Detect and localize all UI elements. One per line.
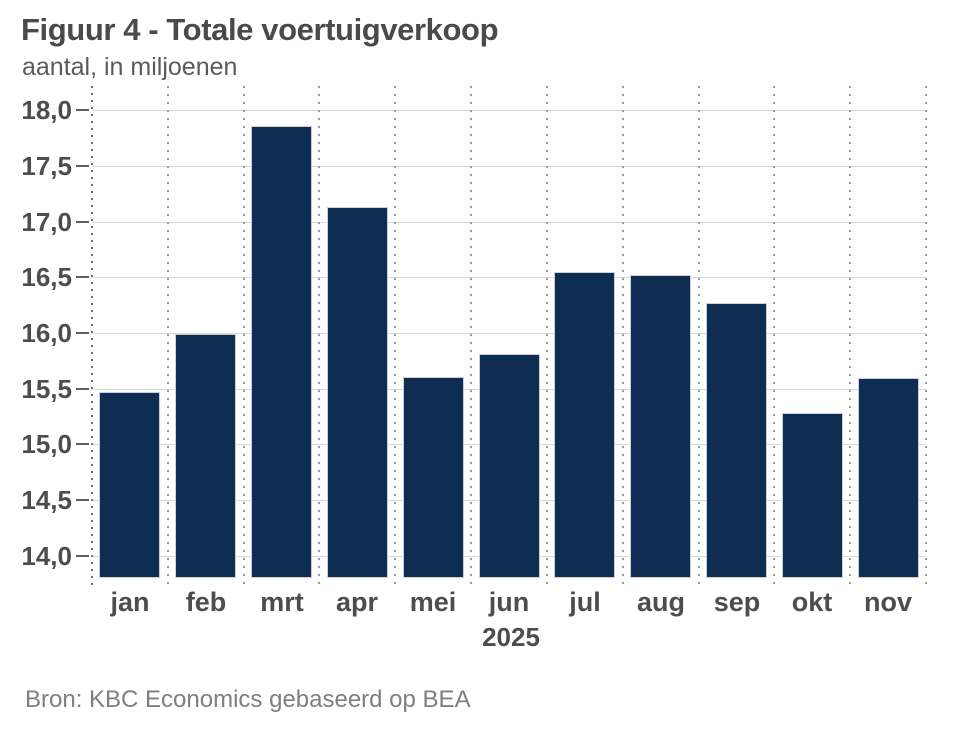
y-gridline (92, 277, 926, 278)
y-axis-tick (76, 165, 89, 167)
category-separator-line (773, 86, 775, 585)
chart-subtitle: aantal, in miljoenen (22, 53, 238, 81)
category-separator-line (394, 86, 396, 585)
y-axis-tick-label: 15,0 (21, 429, 72, 459)
y-axis-tick-label: 17,5 (21, 151, 72, 181)
bar-nov (858, 378, 919, 578)
x-axis-label-aug: aug (636, 587, 685, 617)
y-axis-tick-label: 16,5 (21, 262, 72, 292)
y-gridline (92, 333, 926, 334)
category-separator-line (243, 86, 245, 585)
x-axis-label-jul: jul (569, 587, 601, 617)
y-axis-tick (76, 276, 89, 278)
y-axis-tick-label: 15,5 (21, 374, 72, 404)
y-axis-tick-label: 18,0 (21, 95, 72, 125)
bar-feb (175, 334, 236, 578)
x-axis-label-mei: mei (409, 587, 457, 617)
bar-mei (403, 377, 464, 578)
bar-jan (99, 392, 160, 578)
x-axis-label-mrt: mrt (260, 587, 304, 617)
y-axis-tick-label: 17,0 (21, 207, 72, 237)
y-axis-tick (76, 221, 89, 223)
y-gridline (92, 166, 926, 167)
category-separator-line (167, 86, 169, 585)
category-separator-line (318, 86, 320, 585)
bar-jul (554, 272, 615, 578)
y-axis-tick (76, 332, 89, 334)
bar-jun (479, 354, 540, 578)
y-axis-tick-label: 14,5 (21, 485, 72, 515)
x-axis-label-jun: jun (488, 587, 530, 617)
category-separator-line (849, 86, 851, 585)
bar-apr (327, 207, 388, 578)
x-axis-year-label: 2025 (482, 622, 540, 652)
y-axis-tick (76, 109, 89, 111)
y-axis-tick (76, 443, 89, 445)
source-note: Bron: KBC Economics gebaseerd op BEA (25, 686, 471, 713)
y-gridline (92, 110, 926, 111)
x-axis-label-apr: apr (335, 587, 379, 617)
y-gridline (92, 222, 926, 223)
y-axis-tick-label: 14,0 (21, 541, 72, 571)
bar-aug (630, 275, 691, 578)
bar-okt (782, 413, 843, 578)
category-separator-line (470, 86, 472, 585)
x-axis-label-sep: sep (713, 587, 761, 617)
chart-title: Figuur 4 - Totale voertuigverkoop (21, 12, 499, 47)
category-separator-line (622, 86, 624, 585)
bar-sep (706, 303, 767, 578)
x-axis-label-nov: nov (863, 587, 912, 617)
x-axis-label-jan: jan (110, 587, 150, 617)
y-axis-tick (76, 499, 89, 501)
y-axis-tick-label: 16,0 (21, 318, 72, 348)
y-axis-tick (76, 555, 89, 557)
category-separator-line (925, 86, 927, 585)
category-separator-line (546, 86, 548, 585)
y-axis-tick (76, 388, 89, 390)
x-axis-label-feb: feb (185, 587, 227, 617)
y-axis-line (91, 86, 93, 585)
bar-mrt (251, 126, 312, 578)
category-separator-line (698, 86, 700, 585)
x-axis-label-okt: okt (791, 587, 833, 617)
